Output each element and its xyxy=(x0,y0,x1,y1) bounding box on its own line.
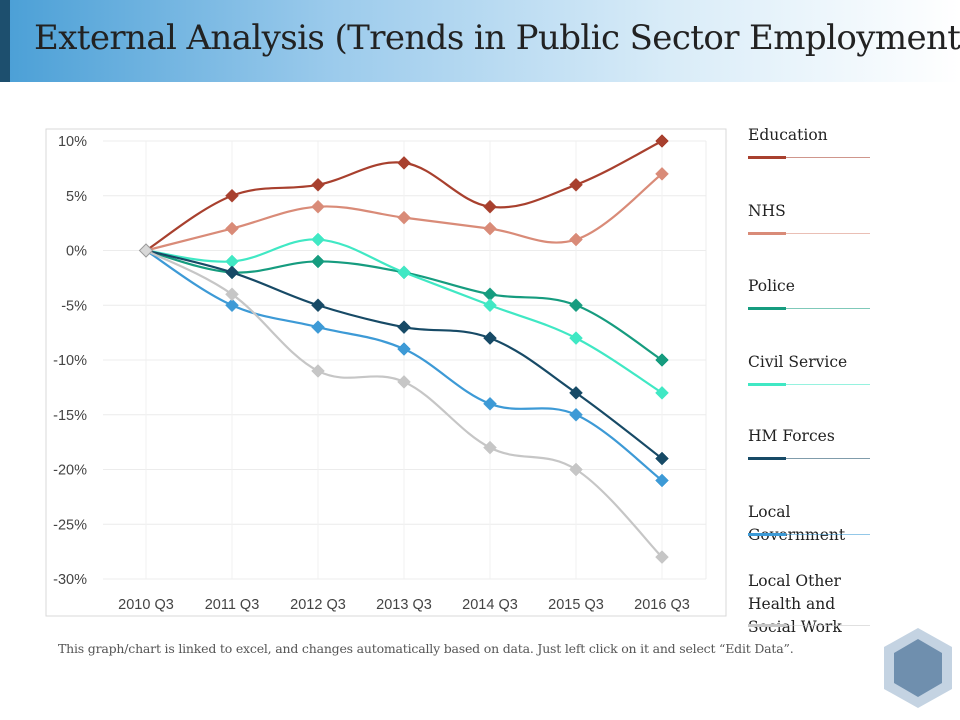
data-point-marker[interactable] xyxy=(655,353,669,367)
page-title: External Analysis (Trends in Public Sect… xyxy=(34,18,960,58)
title-accent-bar xyxy=(0,0,10,82)
legend-item-local-government: Local Government xyxy=(748,501,870,547)
data-point-marker[interactable] xyxy=(311,364,325,378)
legend-swatch xyxy=(748,156,786,159)
x-tick-label: 2011 Q3 xyxy=(205,597,260,613)
hexagon-logo-icon xyxy=(884,628,952,708)
legend-label: HM Forces xyxy=(748,427,835,445)
legend-rule xyxy=(748,384,870,385)
legend-rule xyxy=(748,534,870,535)
data-point-marker[interactable] xyxy=(311,232,325,247)
series-hm-forces[interactable] xyxy=(139,243,669,466)
data-point-marker[interactable] xyxy=(569,177,583,192)
y-axis-tick-labels: 10% 5% 0% -5% -10% -15% -20% -25% -30% xyxy=(53,134,87,588)
data-point-marker[interactable] xyxy=(483,440,497,455)
data-point-marker[interactable] xyxy=(655,134,669,148)
y-tick-label: -15% xyxy=(53,408,87,424)
data-point-marker[interactable] xyxy=(655,451,669,466)
x-tick-label: 2016 Q3 xyxy=(634,597,690,613)
data-point-marker[interactable] xyxy=(397,320,411,335)
data-point-marker[interactable] xyxy=(569,298,583,313)
legend-item-civil-service: Civil Service xyxy=(748,351,870,386)
chart-area-border xyxy=(45,128,727,617)
legend-rule xyxy=(748,625,870,626)
legend-swatch xyxy=(748,457,786,460)
legend-label: Local Other Health and Social Work xyxy=(748,572,842,636)
data-point-marker[interactable] xyxy=(397,210,411,225)
legend-swatch xyxy=(748,232,786,235)
legend-label: Police xyxy=(748,277,795,295)
data-point-marker[interactable] xyxy=(225,221,239,236)
x-tick-label: 2010 Q3 xyxy=(118,597,174,613)
legend-item-education: Education xyxy=(748,124,870,159)
legend-label: Education xyxy=(748,126,828,144)
data-point-marker[interactable] xyxy=(569,462,583,477)
legend-rule xyxy=(748,308,870,309)
legend-rule xyxy=(748,157,870,158)
legend-item-nhs: NHS xyxy=(748,200,870,235)
data-point-marker[interactable] xyxy=(311,254,325,269)
data-point-marker[interactable] xyxy=(225,287,239,302)
data-point-marker[interactable] xyxy=(397,342,411,356)
legend-swatch xyxy=(748,533,786,536)
series-nhs[interactable] xyxy=(139,166,669,258)
legend-swatch xyxy=(748,383,786,386)
legend-label: Local Government xyxy=(748,503,846,544)
data-point-marker[interactable] xyxy=(483,199,497,214)
data-point-marker[interactable] xyxy=(311,199,325,214)
data-point-marker[interactable] xyxy=(225,298,239,313)
x-tick-label: 2013 Q3 xyxy=(376,597,432,613)
y-tick-label: -20% xyxy=(53,463,87,479)
data-point-marker[interactable] xyxy=(397,375,411,389)
legend-swatch xyxy=(748,307,786,310)
data-point-marker[interactable] xyxy=(655,166,669,181)
data-point-marker[interactable] xyxy=(655,385,669,400)
data-point-marker[interactable] xyxy=(397,265,411,280)
x-tick-label: 2015 Q3 xyxy=(548,597,604,613)
data-point-marker[interactable] xyxy=(483,298,497,313)
x-axis-tick-labels: 2010 Q3 2011 Q3 2012 Q3 2013 Q3 2014 Q3 2015 … xyxy=(118,597,690,613)
chart-footnote: This graph/chart is linked to excel, and… xyxy=(58,641,794,656)
y-tick-label: -10% xyxy=(53,353,87,369)
y-tick-label: -5% xyxy=(61,298,87,314)
data-point-marker[interactable] xyxy=(311,320,325,335)
x-tick-label: 2014 Q3 xyxy=(462,597,518,613)
y-tick-label: 10% xyxy=(58,134,87,150)
data-point-marker[interactable] xyxy=(569,385,583,400)
data-point-marker[interactable] xyxy=(569,331,583,345)
legend-item-hm-forces: HM Forces xyxy=(748,425,870,460)
chart-series[interactable] xyxy=(138,134,669,564)
data-point-marker[interactable] xyxy=(225,265,239,280)
y-tick-label: -25% xyxy=(53,517,87,533)
legend-label: Civil Service xyxy=(748,353,848,371)
y-tick-label: -30% xyxy=(53,572,87,588)
data-point-marker[interactable] xyxy=(311,298,325,313)
legend-item-local-other-health-and-social-work: Local Other Health and Social Work xyxy=(748,570,870,639)
data-point-marker[interactable] xyxy=(397,156,411,170)
legend-swatch xyxy=(748,624,786,627)
origin-marker xyxy=(138,243,154,258)
data-point-marker[interactable] xyxy=(311,177,325,192)
data-point-marker[interactable] xyxy=(569,232,583,247)
legend-item-police: Police xyxy=(748,275,870,310)
data-point-marker[interactable] xyxy=(655,550,669,564)
x-tick-label: 2012 Q3 xyxy=(290,597,346,613)
y-tick-label: 0% xyxy=(66,244,87,260)
legend-label: NHS xyxy=(748,202,786,220)
data-point-marker[interactable] xyxy=(655,473,669,488)
data-point-marker[interactable] xyxy=(483,331,497,345)
title-bar xyxy=(0,0,960,82)
data-point-marker[interactable] xyxy=(483,396,497,411)
legend-rule xyxy=(748,458,870,459)
data-point-marker[interactable] xyxy=(569,407,583,422)
y-tick-label: 5% xyxy=(66,189,87,205)
data-point-marker[interactable] xyxy=(225,188,239,203)
legend-rule xyxy=(748,233,870,234)
data-point-marker[interactable] xyxy=(483,221,497,236)
